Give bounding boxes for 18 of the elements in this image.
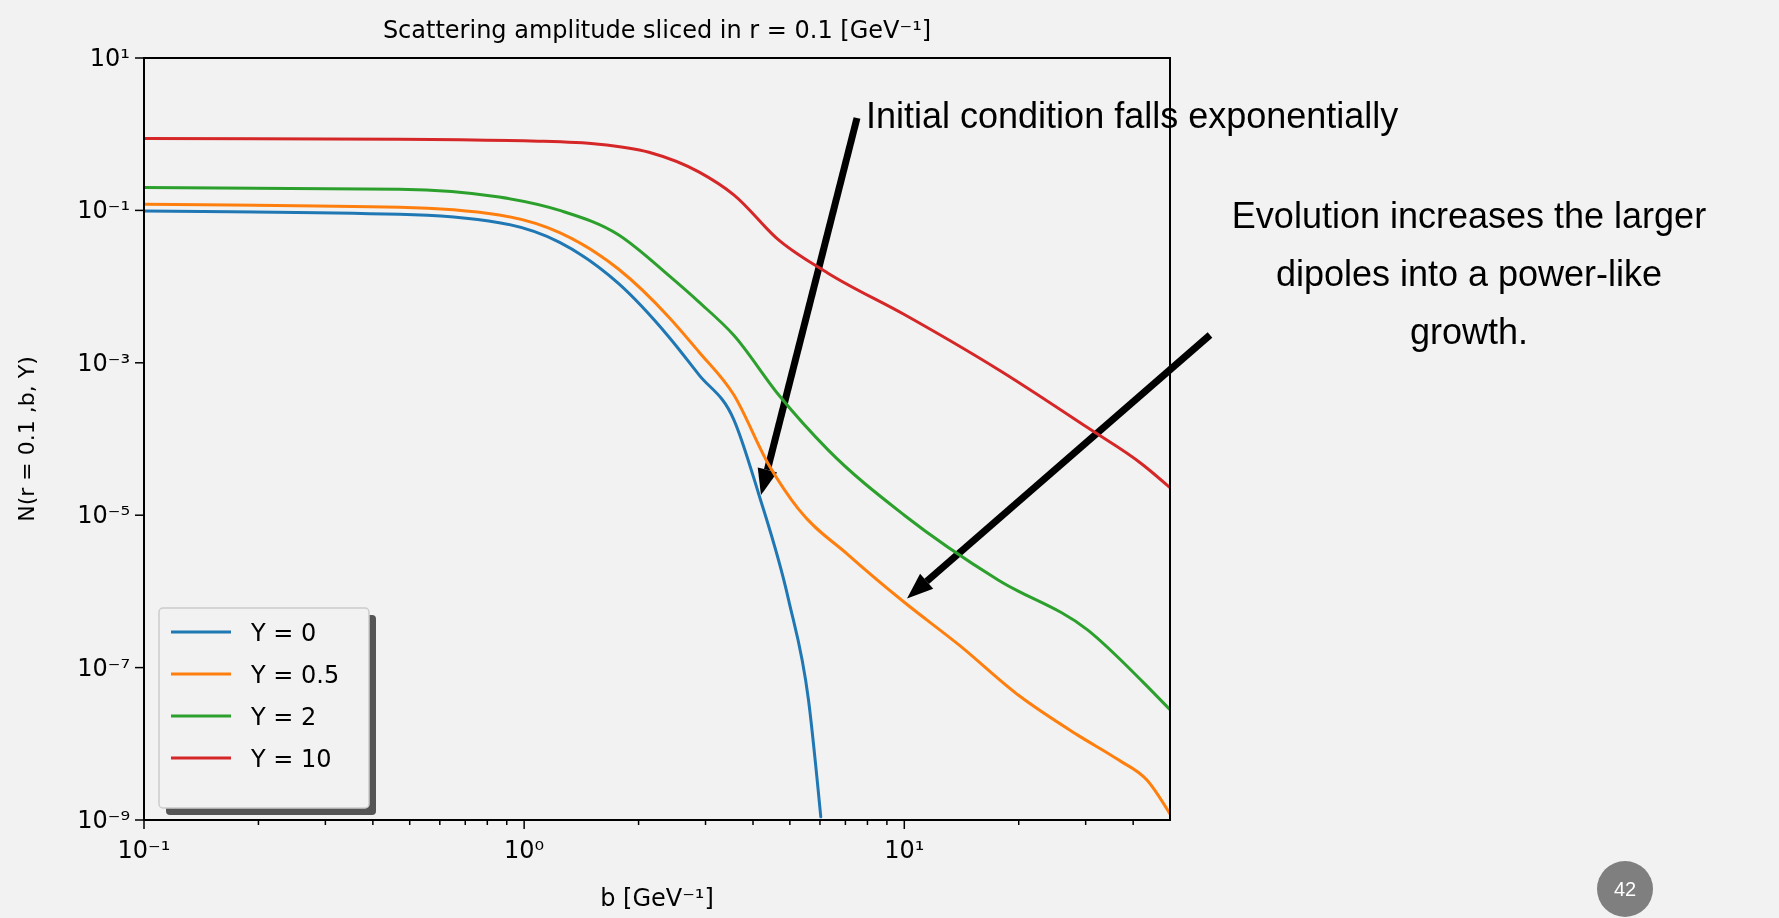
x-tick-label: 10¹	[884, 836, 925, 864]
x-tick-label: 10⁰	[504, 836, 545, 864]
y-tick-label: 10⁻¹	[77, 196, 130, 225]
y-tick-label: 10¹	[89, 44, 130, 72]
legend-label: Y = 0.5	[250, 661, 340, 689]
y-tick-label: 10⁻³	[77, 348, 130, 377]
legend-label: Y = 10	[250, 745, 332, 773]
x-tick-label: 10⁻¹	[117, 836, 171, 864]
text: 42	[1613, 878, 1637, 900]
legend-label: Y = 0	[250, 619, 317, 647]
y-tick-label: 10⁻⁷	[77, 653, 130, 682]
y-tick-label: 10⁻⁵	[77, 501, 130, 530]
chart-title: Scattering amplitude sliced in r = 0.1 [GeV⁻¹]	[382, 16, 932, 44]
x-axis-title: b [GeV⁻¹]	[600, 884, 714, 912]
text: Evolution increases the larger dipoles into a power-like growth.	[1231, 195, 1707, 352]
y-axis-title: N(r = 0.1 ,b, Y)	[14, 356, 39, 522]
legend-label: Y = 2	[250, 703, 317, 731]
y-tick-label: 10⁻⁹	[77, 806, 130, 834]
